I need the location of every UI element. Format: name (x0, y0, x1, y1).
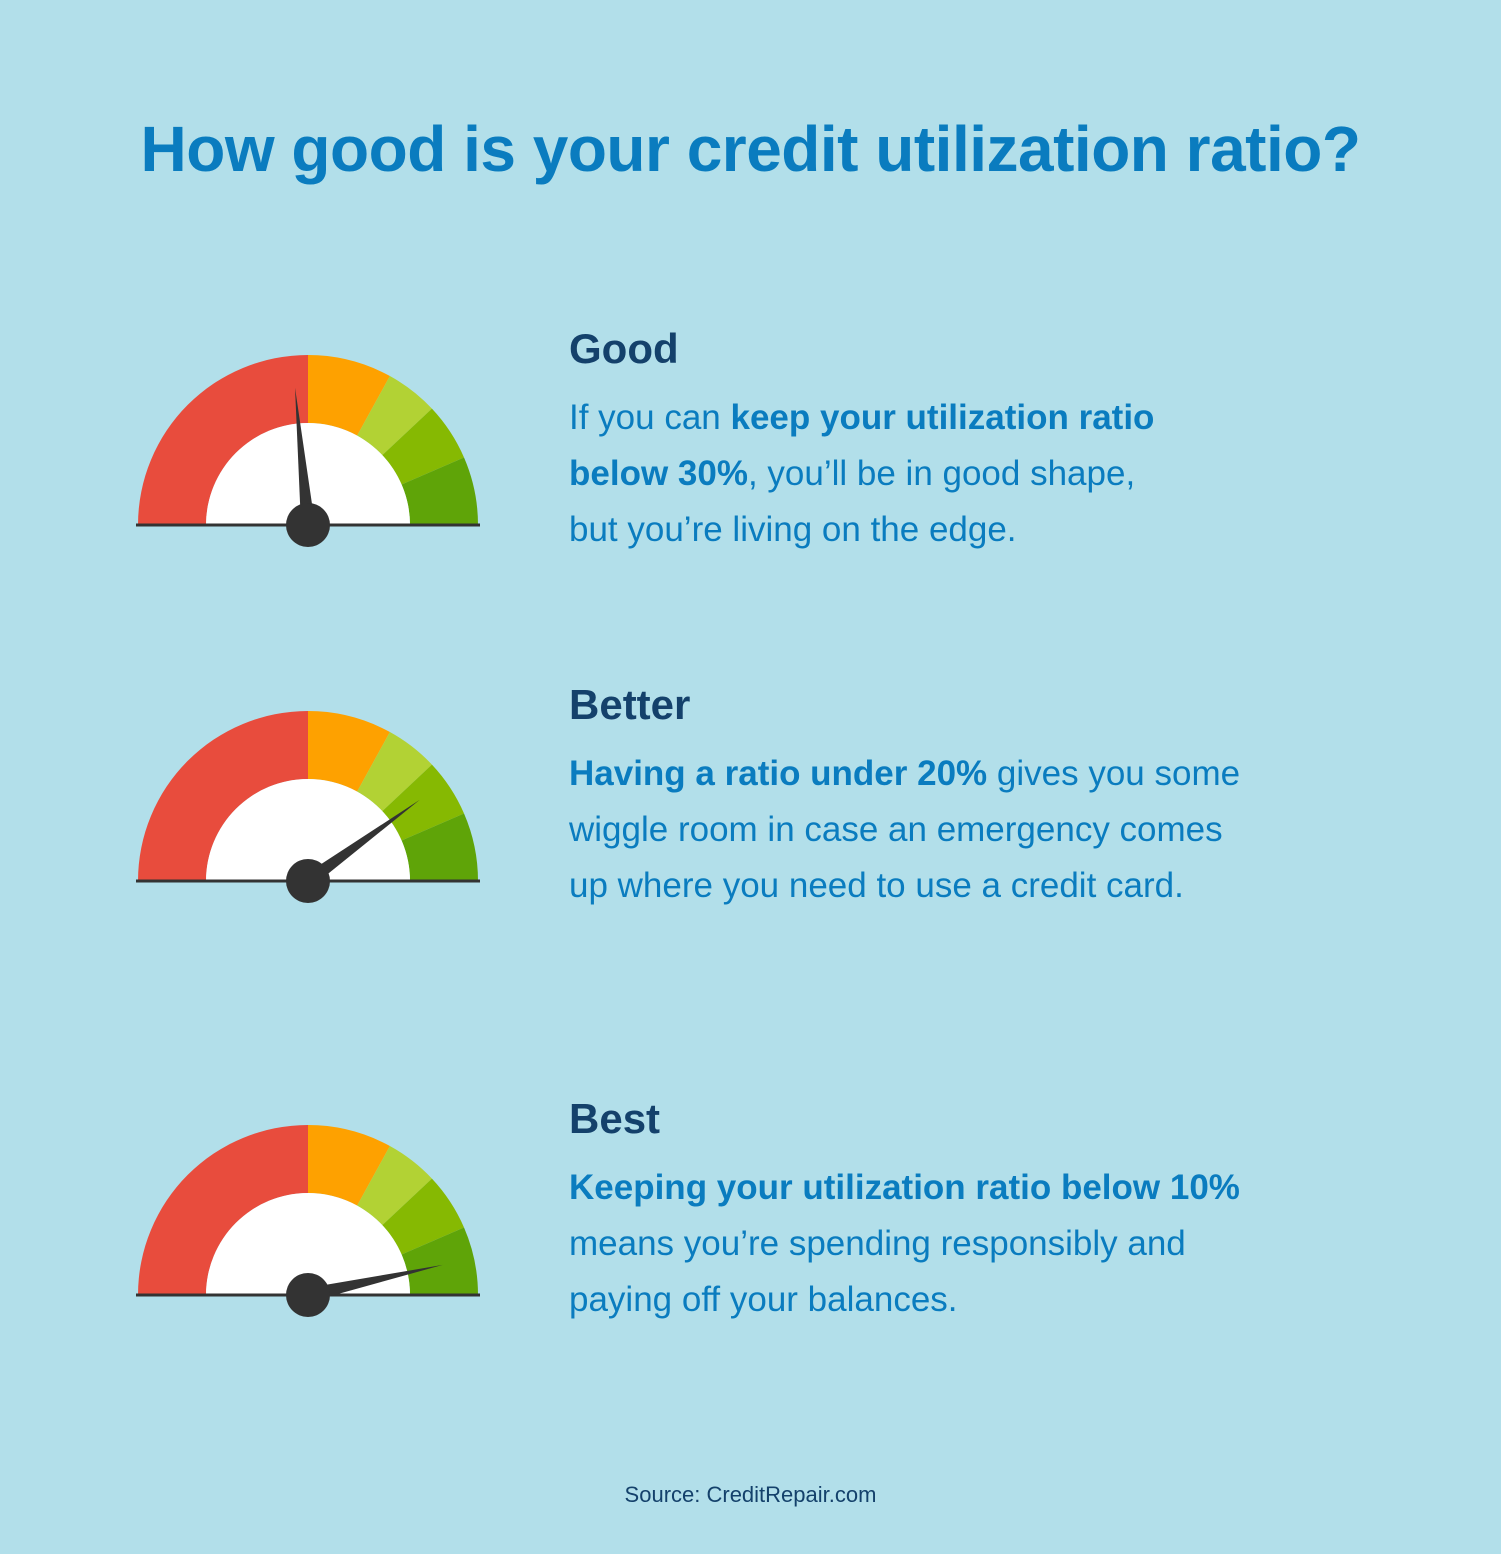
section-body: Keeping your utilization ratio below 10%… (569, 1160, 1369, 1328)
gauge-segment (138, 355, 308, 525)
gauge-segment (308, 355, 390, 436)
body-highlight: Having a ratio under 20% (569, 754, 988, 794)
speedometer-icon (136, 711, 480, 903)
gauge-segment (357, 732, 432, 812)
page-title: How good is your credit utilization rati… (140, 113, 1361, 185)
gauge-segment (382, 764, 465, 841)
gauge-center (206, 779, 410, 881)
gauge-better (136, 701, 480, 903)
section-better: Better Having a ratio under 20% gives yo… (569, 681, 1369, 914)
body-text: , you’ll be in good shape, (747, 454, 1136, 494)
section-good: Good If you can keep your utilization ra… (569, 325, 1369, 558)
gauge-segment (138, 1125, 308, 1295)
speedometer-icon (136, 355, 480, 547)
speedometer-icon (136, 1125, 480, 1317)
section-heading: Better (569, 681, 691, 728)
gauge-segment (138, 711, 308, 881)
body-highlight: below 30% (569, 454, 748, 494)
gauge-good (136, 345, 480, 547)
gauge-segment (382, 408, 465, 485)
body-text: wiggle room in case an emergency comes (569, 810, 1223, 850)
gauge-hub (286, 859, 330, 903)
section-body: Having a ratio under 20% gives you some … (569, 746, 1369, 914)
body-text: gives you some (987, 754, 1241, 794)
gauge-segment (401, 1227, 478, 1295)
gauge-segment (401, 457, 478, 525)
gauge-segment (308, 711, 390, 792)
gauge-segment (308, 1125, 390, 1206)
body-text: If you can (569, 398, 731, 438)
section-body: If you can keep your utilization ratio b… (569, 390, 1369, 558)
section-heading: Good (569, 325, 679, 372)
body-highlight: keep your utilization ratio (730, 398, 1155, 438)
body-text: but you’re living on the edge. (569, 510, 1017, 550)
gauge-needle (295, 387, 315, 526)
gauge-segment (357, 1146, 432, 1226)
body-text: paying off your balances. (569, 1280, 958, 1320)
gauge-center (206, 1193, 410, 1295)
gauge-center (206, 423, 410, 525)
gauge-hub (286, 503, 330, 547)
body-text: up where you need to use a credit card. (569, 866, 1184, 906)
section-best: Best Keeping your utilization ratio belo… (569, 1095, 1369, 1328)
gauge-needle (303, 799, 420, 887)
section-heading: Best (569, 1095, 661, 1142)
gauge-hub (286, 1273, 330, 1317)
gauge-segment (401, 813, 478, 881)
body-highlight: Keeping your utilization ratio below 10% (569, 1168, 1240, 1208)
gauge-segment (357, 376, 432, 456)
gauge-needle (306, 1264, 443, 1302)
gauge-best (136, 1115, 480, 1317)
source-credit: Source: CreditRepair.com (624, 1482, 877, 1507)
body-text: means you’re spending responsibly and (569, 1224, 1186, 1264)
gauge-segment (382, 1178, 465, 1255)
